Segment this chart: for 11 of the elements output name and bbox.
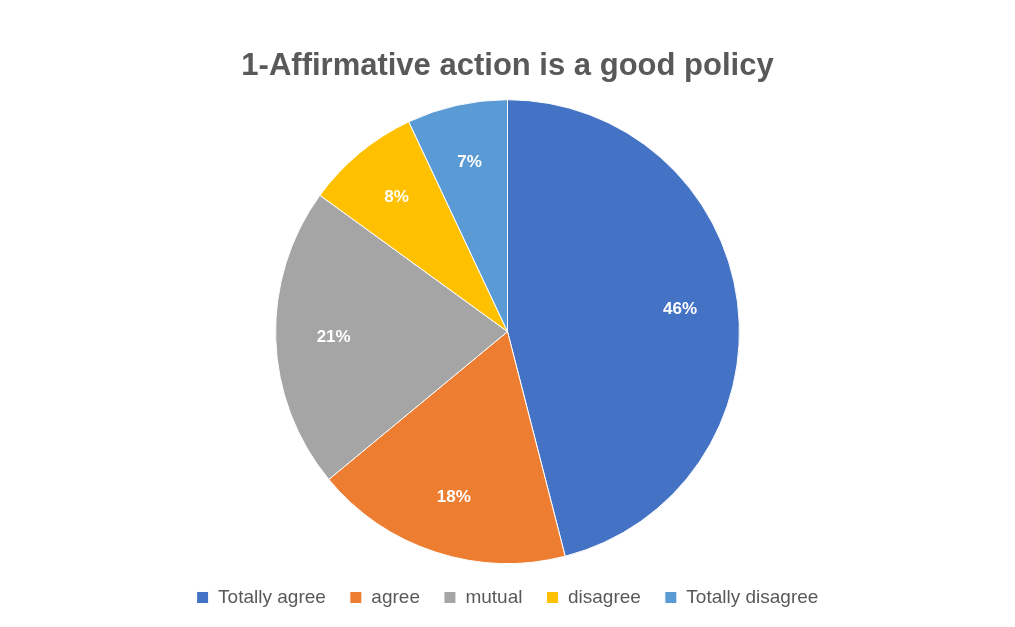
data-label: 8%: [384, 187, 409, 207]
data-label: 7%: [457, 151, 482, 171]
data-label: 46%: [663, 299, 698, 319]
legend-label: mutual: [465, 585, 523, 607]
chart-title: 1-Affirmative action is a good policy: [241, 47, 775, 83]
legend-label: Totally disagree: [686, 585, 819, 607]
legend-label: Totally agree: [218, 585, 326, 607]
legend-label: disagree: [567, 585, 641, 607]
legend-label: agree: [371, 585, 420, 607]
data-label: 18%: [436, 486, 471, 506]
data-label: 21%: [316, 326, 351, 346]
